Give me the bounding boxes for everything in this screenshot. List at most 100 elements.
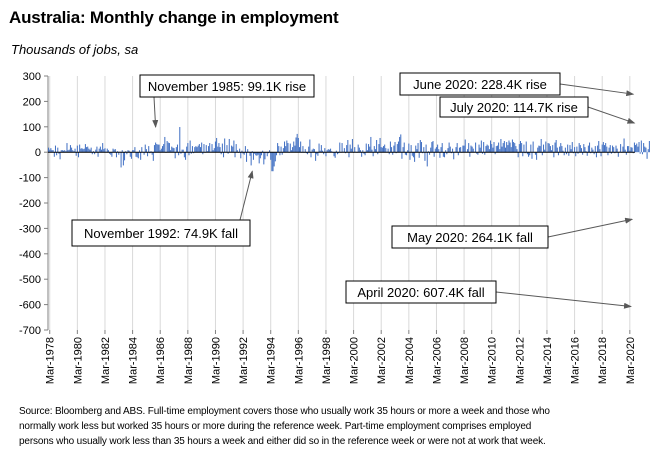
bar bbox=[99, 146, 101, 153]
bar bbox=[576, 146, 578, 153]
bar bbox=[592, 149, 594, 153]
bar bbox=[302, 146, 304, 153]
bar bbox=[75, 152, 77, 156]
bar bbox=[403, 142, 405, 153]
bar bbox=[141, 147, 143, 153]
bar bbox=[539, 146, 541, 153]
bar bbox=[488, 149, 490, 153]
annotation: June 2020: 228.4K rise bbox=[399, 72, 635, 97]
bar bbox=[298, 147, 301, 153]
bar bbox=[414, 152, 416, 162]
bar bbox=[371, 149, 373, 153]
bar bbox=[216, 137, 218, 153]
bar bbox=[432, 141, 434, 153]
bar bbox=[492, 147, 494, 153]
bar bbox=[50, 148, 52, 153]
bar bbox=[203, 144, 205, 153]
bar bbox=[605, 143, 607, 153]
annotation-label: November 1985: 99.1K rise bbox=[148, 79, 306, 94]
bar bbox=[429, 152, 431, 155]
bar bbox=[467, 149, 469, 153]
bar bbox=[250, 152, 252, 166]
bar bbox=[73, 151, 75, 153]
bar bbox=[313, 149, 315, 153]
bar bbox=[347, 140, 349, 153]
bar bbox=[319, 150, 321, 153]
x-tick-label: Mar-1982 bbox=[100, 337, 112, 384]
bar bbox=[442, 152, 444, 157]
bar bbox=[67, 150, 69, 153]
bar bbox=[447, 148, 449, 153]
annotation-arrow bbox=[547, 217, 634, 238]
annotation-box bbox=[399, 72, 561, 96]
bar bbox=[424, 152, 426, 161]
bar bbox=[270, 152, 272, 160]
bar bbox=[117, 151, 119, 153]
bar bbox=[536, 152, 538, 160]
bar bbox=[174, 152, 176, 159]
bar bbox=[521, 143, 523, 153]
bar bbox=[406, 152, 408, 156]
bar bbox=[567, 144, 569, 153]
bar bbox=[147, 152, 149, 157]
bar bbox=[501, 146, 503, 153]
bar bbox=[343, 148, 345, 153]
bar bbox=[284, 141, 286, 153]
bar bbox=[179, 127, 181, 153]
bar bbox=[338, 152, 340, 154]
bar bbox=[645, 147, 647, 153]
bar bbox=[569, 145, 571, 153]
bar bbox=[637, 146, 639, 153]
bar bbox=[297, 137, 299, 153]
bar bbox=[214, 141, 216, 153]
bar bbox=[545, 141, 547, 153]
bar bbox=[279, 152, 281, 156]
bar bbox=[173, 148, 175, 153]
bar bbox=[233, 140, 235, 153]
bar bbox=[513, 142, 515, 153]
bar bbox=[392, 152, 394, 155]
bar bbox=[232, 146, 234, 153]
x-tick-label: Mar-2006 bbox=[431, 337, 443, 384]
bar bbox=[610, 152, 612, 154]
bar bbox=[258, 152, 260, 164]
bar bbox=[632, 152, 634, 154]
bar bbox=[195, 146, 197, 153]
bar bbox=[61, 150, 63, 153]
bar bbox=[408, 143, 410, 153]
bar bbox=[620, 144, 622, 153]
bar bbox=[127, 150, 129, 153]
bar bbox=[256, 152, 258, 156]
annotation-arrow bbox=[559, 83, 635, 97]
bar bbox=[89, 149, 91, 153]
bar bbox=[101, 149, 103, 153]
bar bbox=[580, 148, 582, 153]
bar bbox=[468, 143, 470, 153]
bar bbox=[326, 150, 328, 153]
bar bbox=[86, 147, 88, 153]
bar bbox=[185, 152, 187, 160]
bar bbox=[69, 145, 71, 153]
bar bbox=[496, 145, 498, 153]
bar bbox=[519, 141, 521, 153]
bar bbox=[125, 151, 127, 153]
bar bbox=[648, 141, 650, 153]
bar bbox=[160, 148, 162, 153]
bar bbox=[316, 152, 318, 155]
annotation-arrow bbox=[239, 170, 254, 221]
bar bbox=[547, 143, 549, 153]
bar bbox=[188, 152, 190, 156]
bar bbox=[87, 146, 89, 153]
bar bbox=[277, 143, 279, 153]
bar bbox=[423, 147, 425, 153]
bar bbox=[600, 152, 602, 157]
bar bbox=[211, 144, 213, 153]
bar bbox=[484, 152, 486, 155]
bar bbox=[274, 152, 276, 162]
bar bbox=[608, 147, 610, 153]
bar bbox=[136, 152, 138, 158]
x-axis: Mar-1978 Mar-1980 Mar-1982 Mar-1984 Mar-1986… bbox=[45, 151, 637, 384]
bar bbox=[639, 152, 641, 154]
bar bbox=[471, 146, 473, 153]
bar bbox=[247, 149, 249, 153]
